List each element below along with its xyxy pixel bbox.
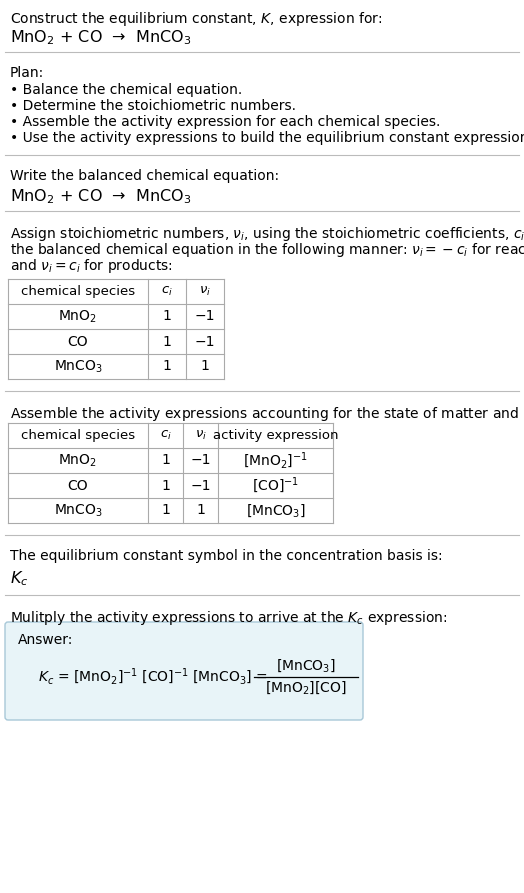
Text: Mulitply the activity expressions to arrive at the $K_c$ expression:: Mulitply the activity expressions to arr… <box>10 609 447 627</box>
Text: • Determine the stoichiometric numbers.: • Determine the stoichiometric numbers. <box>10 99 296 113</box>
Text: activity expression: activity expression <box>213 429 339 442</box>
Text: 1: 1 <box>162 335 171 348</box>
Text: MnO$_2$: MnO$_2$ <box>59 452 97 469</box>
Text: MnO$_2$ + CO  →  MnCO$_3$: MnO$_2$ + CO → MnCO$_3$ <box>10 187 191 205</box>
Text: 1: 1 <box>161 504 170 518</box>
Text: −1: −1 <box>190 454 211 468</box>
Text: $\nu_i$: $\nu_i$ <box>199 285 211 298</box>
Text: CO: CO <box>68 479 89 493</box>
Text: MnCO$_3$: MnCO$_3$ <box>53 502 103 519</box>
Text: [MnCO$_3$]: [MnCO$_3$] <box>276 657 336 674</box>
Text: the balanced chemical equation in the following manner: $\nu_i = -c_i$ for react: the balanced chemical equation in the fo… <box>10 241 524 259</box>
Text: [CO]$^{-1}$: [CO]$^{-1}$ <box>252 476 299 496</box>
Text: [MnO$_2$]$^{-1}$: [MnO$_2$]$^{-1}$ <box>243 450 308 471</box>
Text: 1: 1 <box>162 360 171 373</box>
Text: chemical species: chemical species <box>21 285 135 298</box>
Text: $K_c$ = [MnO$_2$]$^{-1}$ [CO]$^{-1}$ [MnCO$_3$] =: $K_c$ = [MnO$_2$]$^{-1}$ [CO]$^{-1}$ [Mn… <box>38 667 269 688</box>
Text: 1: 1 <box>161 454 170 468</box>
Text: [MnO$_2$][CO]: [MnO$_2$][CO] <box>265 680 347 697</box>
Text: Write the balanced chemical equation:: Write the balanced chemical equation: <box>10 169 279 183</box>
Text: • Balance the chemical equation.: • Balance the chemical equation. <box>10 83 242 97</box>
Text: 1: 1 <box>201 360 210 373</box>
FancyBboxPatch shape <box>5 622 363 720</box>
Text: Construct the equilibrium constant, $K$, expression for:: Construct the equilibrium constant, $K$,… <box>10 10 383 28</box>
Text: • Assemble the activity expression for each chemical species.: • Assemble the activity expression for e… <box>10 115 440 129</box>
Text: −1: −1 <box>190 479 211 493</box>
Text: • Use the activity expressions to build the equilibrium constant expression.: • Use the activity expressions to build … <box>10 131 524 145</box>
Text: CO: CO <box>68 335 89 348</box>
Text: 1: 1 <box>161 479 170 493</box>
Text: chemical species: chemical species <box>21 429 135 442</box>
Text: −1: −1 <box>195 310 215 323</box>
Text: [MnCO$_3$]: [MnCO$_3$] <box>246 502 305 519</box>
Text: 1: 1 <box>196 504 205 518</box>
Text: MnCO$_3$: MnCO$_3$ <box>53 358 103 375</box>
Text: Assemble the activity expressions accounting for the state of matter and $\nu_i$: Assemble the activity expressions accoun… <box>10 405 524 423</box>
Text: and $\nu_i = c_i$ for products:: and $\nu_i = c_i$ for products: <box>10 257 173 275</box>
Text: $\nu_i$: $\nu_i$ <box>194 429 206 442</box>
Text: Plan:: Plan: <box>10 66 44 80</box>
Text: $c_i$: $c_i$ <box>161 285 173 298</box>
Text: $K_c$: $K_c$ <box>10 569 28 588</box>
Text: $c_i$: $c_i$ <box>160 429 171 442</box>
Text: MnO$_2$: MnO$_2$ <box>59 308 97 325</box>
Text: MnO$_2$ + CO  →  MnCO$_3$: MnO$_2$ + CO → MnCO$_3$ <box>10 28 191 46</box>
Text: −1: −1 <box>195 335 215 348</box>
Text: 1: 1 <box>162 310 171 323</box>
Text: The equilibrium constant symbol in the concentration basis is:: The equilibrium constant symbol in the c… <box>10 549 443 563</box>
Text: Assign stoichiometric numbers, $\nu_i$, using the stoichiometric coefficients, $: Assign stoichiometric numbers, $\nu_i$, … <box>10 225 524 243</box>
Text: Answer:: Answer: <box>18 633 73 647</box>
